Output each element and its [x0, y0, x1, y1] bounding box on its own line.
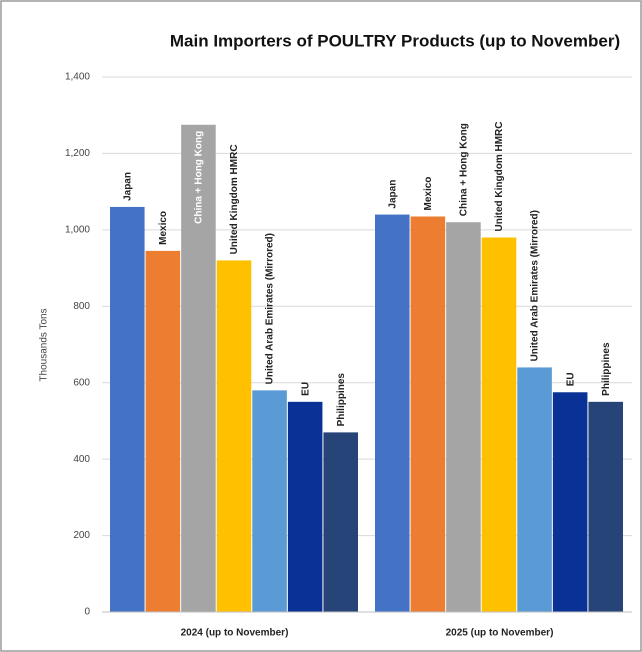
- bar-label: Philippines: [601, 342, 612, 396]
- bar-label: EU: [300, 382, 311, 396]
- bar: [181, 124, 216, 613]
- bar: [110, 206, 145, 612]
- bar: [323, 432, 358, 612]
- x-tick-label: 2025 (up to November): [446, 628, 554, 639]
- bar-label: United Kingdom HMRC: [229, 144, 240, 254]
- bar: [552, 392, 588, 612]
- bar: [375, 214, 410, 613]
- y-tick-label: 200: [73, 530, 90, 541]
- bar-label: United Kingdom HMRC: [494, 122, 505, 232]
- bar-label: EU: [565, 372, 576, 386]
- bar: [481, 237, 517, 612]
- y-tick-label: 600: [73, 377, 90, 388]
- bar: [145, 250, 181, 612]
- x-tick-label: 2024 (up to November): [181, 628, 289, 639]
- bar-label: China + Hong Kong: [194, 131, 205, 224]
- bar: [216, 260, 252, 612]
- y-tick-label: 1,200: [65, 148, 90, 159]
- y-axis-label: Thousands Tons: [39, 308, 50, 381]
- bar: [252, 390, 287, 612]
- bar-label: Japan: [387, 180, 398, 209]
- bar-label: Philippines: [336, 373, 347, 427]
- bar-label: United Arab Emirates (Mirrored): [530, 210, 541, 361]
- y-tick-label: 0: [84, 607, 90, 618]
- bar: [588, 401, 623, 612]
- chart-title: Main Importers of POULTRY Products (up t…: [170, 31, 620, 50]
- bar: [287, 401, 323, 612]
- y-tick-label: 400: [73, 454, 90, 465]
- bar-label: Japan: [122, 172, 133, 201]
- bar: [410, 216, 446, 612]
- y-tick-label: 1,400: [65, 72, 90, 83]
- bar: [446, 222, 481, 612]
- bar-label: United Arab Emirates (Mirrored): [265, 233, 276, 384]
- bar-label: Mexico: [423, 177, 434, 211]
- bar-label: Mexico: [158, 211, 169, 245]
- y-tick-label: 1,000: [65, 224, 90, 235]
- bar: [517, 367, 552, 612]
- y-tick-label: 800: [73, 301, 90, 312]
- bar-label: China + Hong Kong: [459, 123, 470, 216]
